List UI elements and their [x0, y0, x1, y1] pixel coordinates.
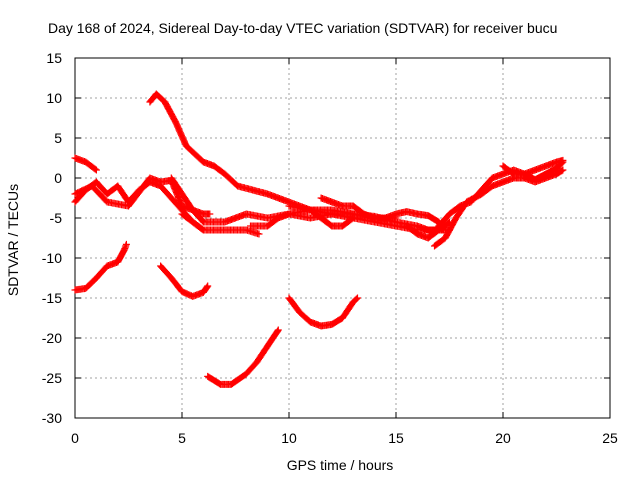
y-axis-ticks: 15 10 5 0 -5 -10 -15 -20 -25 -30 — [42, 50, 610, 426]
series-markers — [204, 326, 282, 388]
x-tick-label: 15 — [388, 430, 404, 446]
y-tick-label: -20 — [42, 330, 62, 346]
y-axis-label: SDTVAR / TECUs — [5, 184, 21, 296]
x-tick-label: 10 — [281, 430, 297, 446]
series-track-q — [204, 326, 282, 388]
y-tick-label: -30 — [42, 410, 62, 426]
x-tick-label: 20 — [495, 430, 511, 446]
x-axis-label: GPS time / hours — [287, 457, 394, 473]
chart-title: Day 168 of 2024, Sidereal Day-to-day VTE… — [48, 20, 557, 36]
x-tick-label: 5 — [178, 430, 186, 446]
x-tick-label: 25 — [602, 430, 618, 446]
y-tick-label: 5 — [54, 130, 62, 146]
series-track-o — [499, 158, 567, 184]
series-markers — [157, 262, 212, 300]
y-tick-label: -15 — [42, 290, 62, 306]
series-track-g — [178, 210, 263, 238]
series-track-b — [71, 154, 100, 174]
y-tick-label: -5 — [50, 210, 63, 226]
series-track-p — [157, 262, 212, 300]
series-markers — [71, 240, 130, 294]
series-markers — [285, 294, 361, 330]
x-axis-ticks: 0 5 10 15 20 25 — [71, 58, 618, 446]
series-markers — [71, 154, 100, 174]
x-tick-label: 0 — [71, 430, 79, 446]
y-tick-label: -25 — [42, 370, 62, 386]
series-track-a — [71, 240, 130, 294]
y-tick-label: 15 — [46, 50, 62, 66]
y-tick-label: 10 — [46, 90, 62, 106]
data-series-group — [71, 90, 567, 388]
series-track-r — [285, 294, 361, 330]
y-tick-label: -10 — [42, 250, 62, 266]
grid-lines — [75, 58, 610, 418]
series-markers — [178, 210, 263, 238]
y-tick-label: 0 — [54, 170, 62, 186]
series-markers — [499, 158, 567, 184]
plot-frame — [74, 57, 611, 419]
